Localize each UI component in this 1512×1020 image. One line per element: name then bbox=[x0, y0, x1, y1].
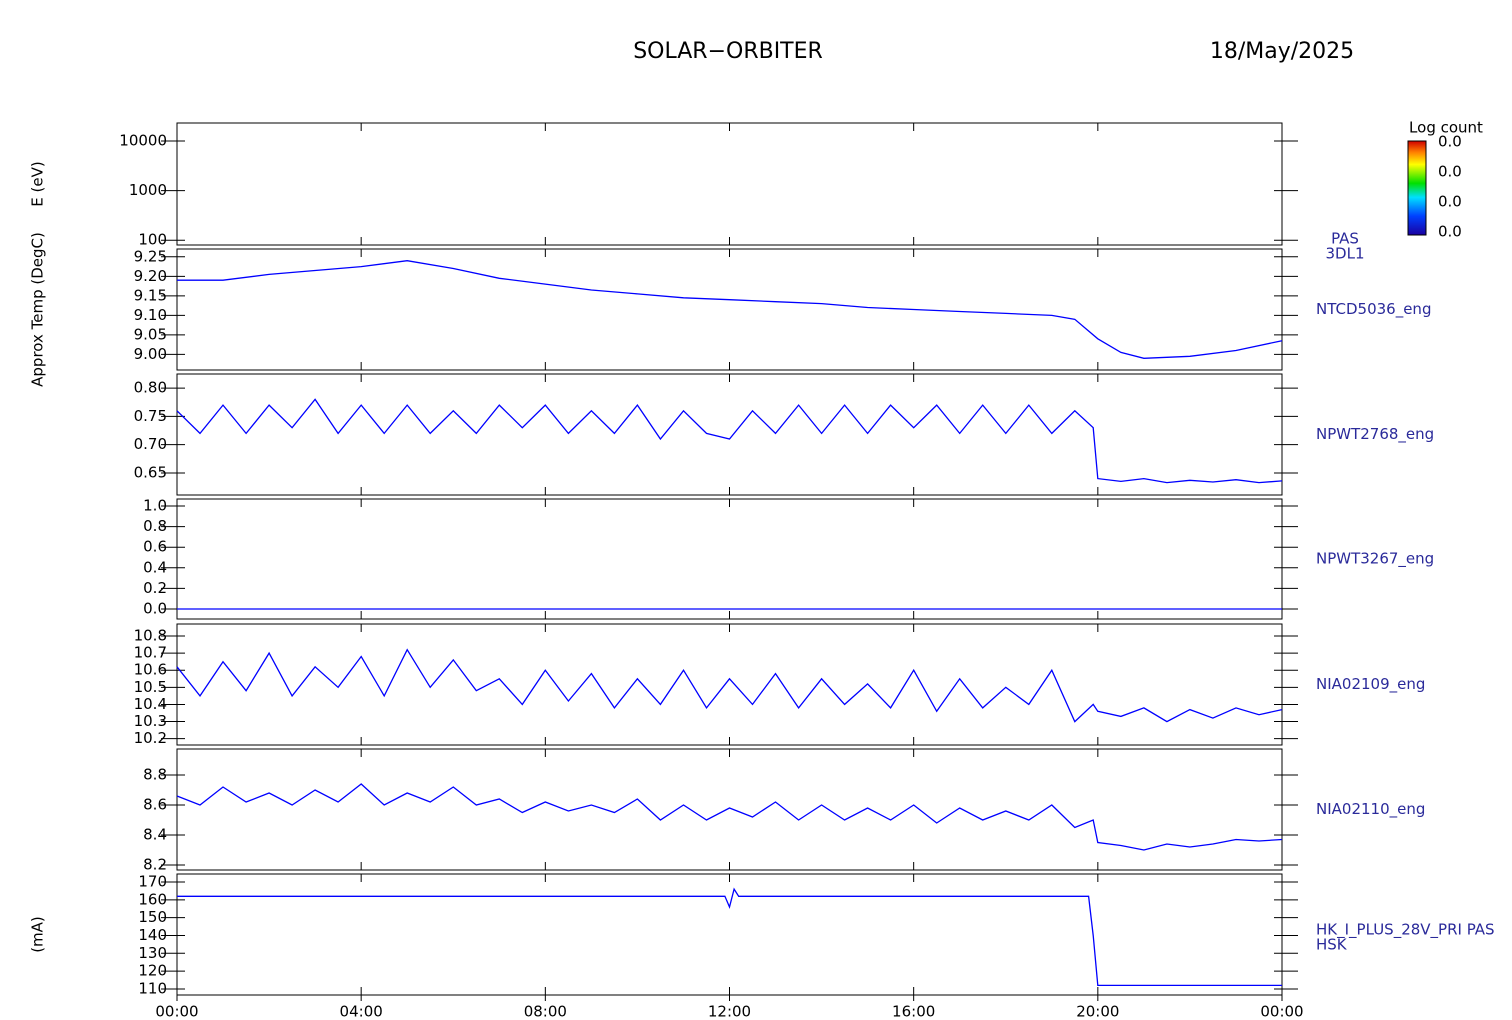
panel-label: NPWT2768_eng bbox=[1316, 425, 1434, 444]
colorbar-tick-label: 0.0 bbox=[1438, 223, 1462, 241]
series-line bbox=[176, 398, 1283, 484]
y-tick-label: 10.4 bbox=[134, 695, 167, 713]
title: SOLAR−ORBITER bbox=[633, 39, 823, 64]
y-tick-label: 0.0 bbox=[143, 600, 167, 618]
panel-frame bbox=[176, 623, 1283, 746]
y-tick-label: 9.00 bbox=[134, 345, 167, 363]
y-tick-label: 130 bbox=[138, 944, 167, 962]
panel-label: HK_I_PLUS_28V_PRI PAS bbox=[1316, 921, 1495, 940]
y-tick-label: 10.8 bbox=[134, 626, 167, 644]
colorbar-tick-label: 0.0 bbox=[1438, 133, 1462, 151]
series-line bbox=[176, 783, 1283, 851]
colorbar-label: Log count bbox=[1409, 119, 1483, 137]
panel-label: PAS bbox=[1331, 230, 1359, 248]
panel-label: NIA02109_eng bbox=[1316, 675, 1425, 694]
y-tick-label: 0.70 bbox=[134, 435, 167, 453]
date: 18/May/2025 bbox=[1210, 39, 1354, 64]
panel-label: NTCD5036_eng bbox=[1316, 300, 1431, 319]
panel-frame bbox=[176, 373, 1283, 496]
panel-label: NIA02110_eng bbox=[1316, 800, 1425, 819]
y-tick-label: 8.2 bbox=[143, 856, 167, 874]
y-tick-label: 0.2 bbox=[143, 579, 167, 597]
y-tick-label: 120 bbox=[138, 962, 167, 980]
y-tick-label: 10.7 bbox=[134, 644, 167, 662]
y-tick-label: 0.6 bbox=[143, 538, 167, 556]
x-tick-label: 04:00 bbox=[340, 1003, 383, 1020]
y-tick-label: 9.10 bbox=[134, 306, 167, 324]
panel-frame bbox=[176, 498, 1283, 620]
colorbar bbox=[1407, 140, 1427, 236]
y-tick-label: 8.6 bbox=[143, 795, 167, 813]
y-tick-label: 150 bbox=[138, 908, 167, 926]
y-tick-label: 9.20 bbox=[134, 267, 167, 285]
y-tick-label: 10.5 bbox=[134, 678, 167, 696]
y-tick-label: 10.2 bbox=[134, 729, 167, 747]
panel-label: 3DL1 bbox=[1326, 245, 1365, 263]
x-tick-label: 20:00 bbox=[1076, 1003, 1119, 1020]
x-tick-label: 00:00 bbox=[155, 1003, 198, 1020]
y-tick-label: 0.65 bbox=[134, 463, 167, 481]
series-line bbox=[176, 648, 1283, 723]
panel-label: HSK bbox=[1316, 936, 1348, 954]
panel-frame bbox=[176, 748, 1283, 871]
y-tick-label: 160 bbox=[138, 890, 167, 908]
colorbar-tick-label: 0.0 bbox=[1438, 193, 1462, 211]
panel-label: NPWT3267_eng bbox=[1316, 550, 1434, 569]
series-line bbox=[177, 260, 1283, 359]
y-axis-label: (mA) bbox=[29, 916, 47, 953]
y-axis-label: E (eV) bbox=[29, 161, 47, 206]
y-tick-label: 8.8 bbox=[143, 765, 167, 783]
y-tick-label: 0.75 bbox=[134, 407, 167, 425]
x-tick-label: 08:00 bbox=[524, 1003, 567, 1020]
y-tick-label: 10.3 bbox=[134, 712, 167, 730]
y-tick-label: 0.4 bbox=[143, 558, 167, 576]
y-tick-label: 8.4 bbox=[143, 826, 167, 844]
y-tick-label: 9.05 bbox=[134, 325, 167, 343]
y-tick-label: 0.80 bbox=[134, 379, 167, 397]
panel-frame bbox=[176, 122, 1283, 246]
y-tick-label: 1.0 bbox=[143, 497, 167, 515]
y-tick-label: 140 bbox=[138, 926, 167, 944]
series-line bbox=[177, 887, 1282, 987]
panel-frame bbox=[176, 873, 1283, 996]
y-tick-label: 10000 bbox=[119, 131, 167, 149]
y-tick-label: 1000 bbox=[129, 181, 167, 199]
y-tick-label: 10.6 bbox=[134, 661, 167, 679]
y-tick-label: 9.15 bbox=[134, 286, 167, 304]
y-tick-label: 100 bbox=[138, 231, 167, 249]
x-tick-label: 12:00 bbox=[708, 1003, 751, 1020]
y-tick-label: 110 bbox=[138, 979, 167, 997]
y-tick-label: 9.25 bbox=[134, 247, 167, 265]
y-axis-label: Approx Temp (DegC) bbox=[29, 232, 47, 387]
y-tick-label: 170 bbox=[138, 873, 167, 891]
x-tick-label: 00:00 bbox=[1260, 1003, 1303, 1020]
panel-frame bbox=[176, 248, 1283, 371]
y-tick-label: 0.8 bbox=[143, 517, 167, 535]
colorbar-tick-label: 0.0 bbox=[1438, 163, 1462, 181]
x-tick-label: 16:00 bbox=[892, 1003, 935, 1020]
